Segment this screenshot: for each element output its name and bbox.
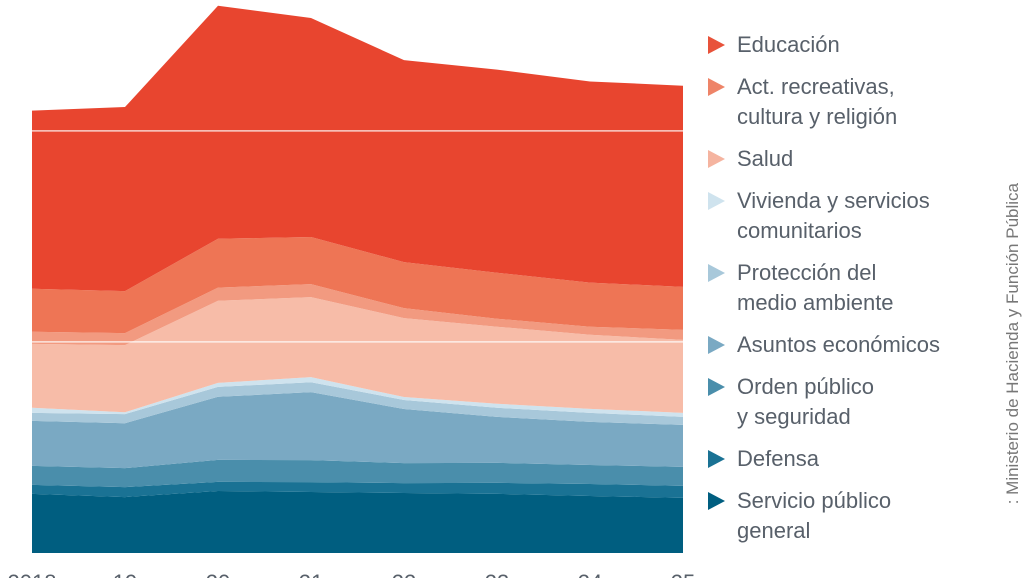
area-defensa [32, 481, 683, 498]
x-tick-label: 25 [671, 570, 695, 578]
triangle-marker-icon [708, 192, 725, 210]
area-salud [32, 297, 683, 413]
legend-item-proteccion: Protección del medio ambiente [708, 258, 998, 318]
x-tick-label: 19 [113, 570, 137, 578]
x-tick-label: 21 [299, 570, 323, 578]
area-unlabeled [32, 284, 683, 346]
legend-label: Protección del medio ambiente [737, 260, 894, 315]
legend-label: Servicio público general [737, 488, 892, 543]
legend-label: Act. recreativas, cultura y religión [737, 74, 898, 129]
triangle-marker-icon [708, 78, 725, 96]
legend-item-orden: Orden público y seguridad [708, 372, 998, 432]
x-tick-label: 20 [206, 570, 230, 578]
x-tick-label: 2018 [8, 570, 57, 578]
legend-label: Defensa [737, 446, 819, 471]
triangle-marker-icon [708, 150, 725, 168]
legend-item-vivienda: Vivienda y servicios comunitarios [708, 186, 998, 246]
triangle-marker-icon [708, 492, 725, 510]
triangle-marker-icon [708, 336, 725, 354]
legend: Educación Act. recreativas, cultura y re… [708, 30, 998, 558]
legend-label: Vivienda y servicios comunitarios [737, 188, 930, 243]
legend-label: Orden público y seguridad [737, 374, 874, 429]
legend-item-defensa: Defensa [708, 444, 998, 474]
legend-item-asuntos: Asuntos económicos [708, 330, 998, 360]
source-note: : Ministerio de Hacienda y Función Públi… [1003, 183, 1022, 505]
area-vivienda-y-servicios [32, 377, 683, 417]
legend-label: Educación [737, 32, 840, 57]
legend-item-salud: Salud [708, 144, 998, 174]
triangle-marker-icon [708, 450, 725, 468]
area-servicio-público-general [32, 490, 683, 553]
area-educación [32, 5, 683, 292]
gridlines [32, 130, 683, 343]
area-act-recreativas [32, 237, 683, 334]
triangle-marker-icon [708, 378, 725, 396]
legend-label: Asuntos económicos [737, 332, 940, 357]
x-tick-label: 24 [578, 570, 602, 578]
stacked-area-chart: 2018 19 20 21 22 23 24 25 [8, 5, 696, 578]
legend-item-act-recreativas: Act. recreativas, cultura y religión [708, 72, 998, 132]
legend-item-educacion: Educación [708, 30, 998, 60]
area-layers [32, 5, 683, 553]
triangle-marker-icon [708, 36, 725, 54]
x-tick-label: 23 [485, 570, 509, 578]
area-orden-público [32, 459, 683, 488]
x-axis-ticks: 2018 19 20 21 22 23 24 25 [8, 570, 696, 578]
x-tick-label: 22 [392, 570, 416, 578]
area-protección-del [32, 382, 683, 425]
triangle-marker-icon [708, 264, 725, 282]
area-asuntos-económicos [32, 392, 683, 469]
legend-label: Salud [737, 146, 794, 171]
legend-item-servicio: Servicio público general [708, 486, 998, 546]
